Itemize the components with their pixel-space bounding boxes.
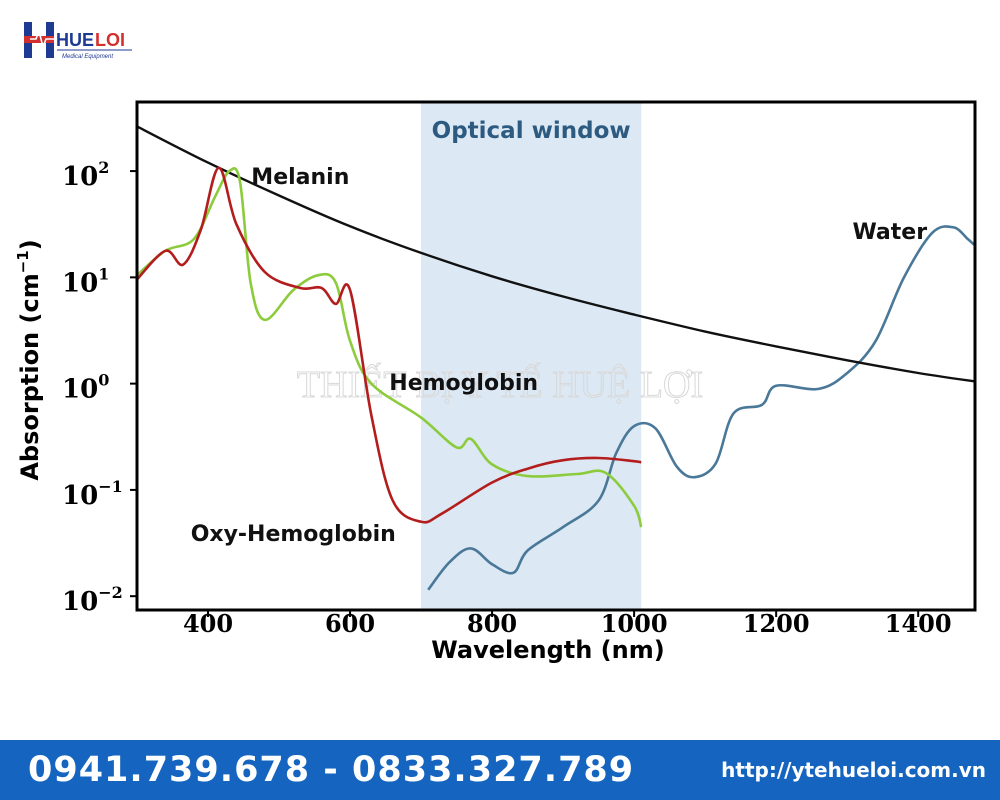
y-tick-label: 10−2 [62,583,123,617]
logo-brand-he: HUE [56,30,94,50]
y-axis-ticks: 102 101 100 10−1 10−2 [62,158,137,617]
optical-window-label: Optical window [432,118,631,144]
series-label-melanin: Melanin [251,165,349,190]
x-axis-ticks: 400 600 800 1000 1200 1400 [183,609,952,638]
x-tick-label: 600 [325,609,375,638]
optical-window-band [421,102,642,610]
logo-tagline: Medical Equipment [62,54,113,60]
series-layer [137,125,975,591]
series-line-melanin [137,125,975,383]
logo: HUE LOI Medical Equipment [24,22,132,60]
y-tick-label: 101 [62,264,109,298]
absorption-chart: Optical window THIẾT BỊ Y TẾ HUỆ LỢI Wat… [14,100,977,664]
x-tick-label: 1400 [885,609,952,638]
y-tick-label: 10−1 [62,477,123,511]
footer-phones: 0941.739.678 - 0833.327.789 [28,750,635,790]
y-tick-label: 102 [62,158,109,192]
series-label-water: Water [852,220,927,245]
y-tick-label: 100 [62,371,109,405]
y-axis-label-sup: −1 [14,250,32,273]
series-line-water [427,225,975,591]
y-axis-label-main: Absorption (cm [16,273,44,480]
contact-footer: 0941.739.678 - 0833.327.789 http://ytehu… [0,740,1000,800]
logo-h-mark [24,22,54,58]
series-label-hemoglobin: Hemoglobin [389,371,538,396]
logo-brand-loi: LOI [95,30,125,50]
x-tick-label: 400 [183,609,233,638]
y-axis-label-close: ) [16,239,44,250]
x-tick-label: 1000 [601,609,668,638]
series-line-oxy-hemoglobin [137,166,642,524]
x-tick-label: 1200 [743,609,810,638]
series-labels: Water Melanin Hemoglobin Oxy-Hemoglobin [191,165,928,547]
series-label-oxy-hemoglobin: Oxy-Hemoglobin [191,522,396,547]
x-axis-label: Wavelength (nm) [431,636,664,664]
plot-frame [135,100,977,612]
footer-website-link[interactable]: http://ytehueloi.com.vn [721,758,986,782]
x-tick-label: 800 [467,609,517,638]
y-axis-label: Absorption (cm−1) [14,239,44,480]
